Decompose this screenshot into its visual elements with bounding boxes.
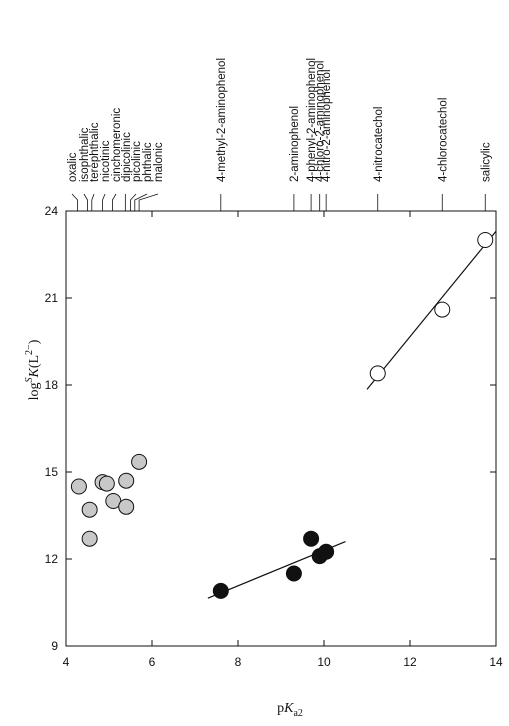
top-label-guide: [91, 193, 95, 211]
fit-lines: [207, 230, 497, 599]
x-tick-label: 6: [149, 655, 156, 669]
top-axis-label: 2-aminophenol: [289, 106, 301, 182]
x-tick-label: 10: [317, 655, 331, 669]
top-axis-label: cinchomeronic: [111, 108, 123, 182]
top-label-guides: [71, 193, 486, 211]
top-axis-label: picolinic: [131, 141, 143, 182]
x-tick-label: 8: [235, 655, 242, 669]
data-point-gray-filled: [70, 478, 87, 495]
data-point-black-filled: [318, 543, 335, 560]
y-axis-label: logSK(L2−): [24, 339, 42, 400]
data-point-black-filled: [212, 582, 229, 599]
top-axis-label: 4-nitro-2-aminophenol: [321, 69, 333, 182]
data-point-gray-filled: [81, 530, 98, 547]
top-label-guide: [83, 193, 88, 211]
top-label-guide: [134, 193, 148, 211]
y-tick-label: 24: [45, 204, 59, 218]
y-tick-label: 15: [45, 465, 59, 479]
data-point-black-filled: [303, 530, 320, 547]
top-axis-label: 4-chlorocatechol: [437, 98, 449, 182]
top-axis-label: malonic: [153, 142, 165, 182]
data-point-gray-filled: [98, 475, 115, 492]
data-point-open: [477, 232, 494, 248]
top-axis-label: 4-phenyl-2-aminophenol: [306, 58, 318, 182]
data-point-open: [369, 365, 386, 382]
x-tick-label: 12: [403, 655, 417, 669]
data-point-gray-filled: [81, 501, 98, 518]
top-axis-label: isophthalic: [79, 127, 91, 182]
top-axis-label: dipicolinic: [121, 132, 133, 182]
top-axis-label: phthalic: [142, 142, 154, 182]
fit-line: [366, 230, 497, 390]
data-point-gray-filled: [118, 498, 135, 515]
top-axis-label: oxalic: [67, 152, 79, 182]
x-tick-label: 14: [489, 655, 503, 669]
top-axis-label: 4-nitrocatechol: [373, 107, 385, 182]
x-axis-label: pKa2: [277, 701, 303, 719]
y-tick-label: 12: [45, 552, 59, 566]
data-point-black-filled: [285, 565, 302, 582]
x-tick-label: 4: [63, 655, 70, 669]
plot-frame: [65, 210, 497, 647]
y-tick-label: 21: [45, 291, 59, 305]
top-label-guide: [112, 193, 117, 211]
top-axis-label: 4-chloro-2-aminophenol: [315, 61, 327, 182]
top-label-guide: [130, 193, 137, 211]
y-tick-label: 18: [45, 378, 59, 392]
data-points: [70, 232, 494, 599]
y-tick-label: 9: [51, 639, 58, 653]
top-label-guide: [138, 193, 159, 211]
top-axis-label: salicylic: [480, 142, 492, 182]
plot-frame-group: [65, 210, 497, 647]
data-point-gray-filled: [131, 453, 148, 470]
top-label-guide: [102, 193, 106, 211]
top-axis-label: terephthalic: [89, 122, 101, 182]
data-point-open: [434, 301, 451, 318]
top-label-guide: [71, 193, 79, 211]
axis-ticks: 4 6 8 10 12 14 9 12 15 18 21 24: [45, 204, 503, 669]
data-point-gray-filled: [118, 472, 135, 489]
top-axis-label: 4-methyl-2-aminophenol: [216, 58, 228, 182]
top-axis-label: nicotinic: [100, 140, 112, 182]
